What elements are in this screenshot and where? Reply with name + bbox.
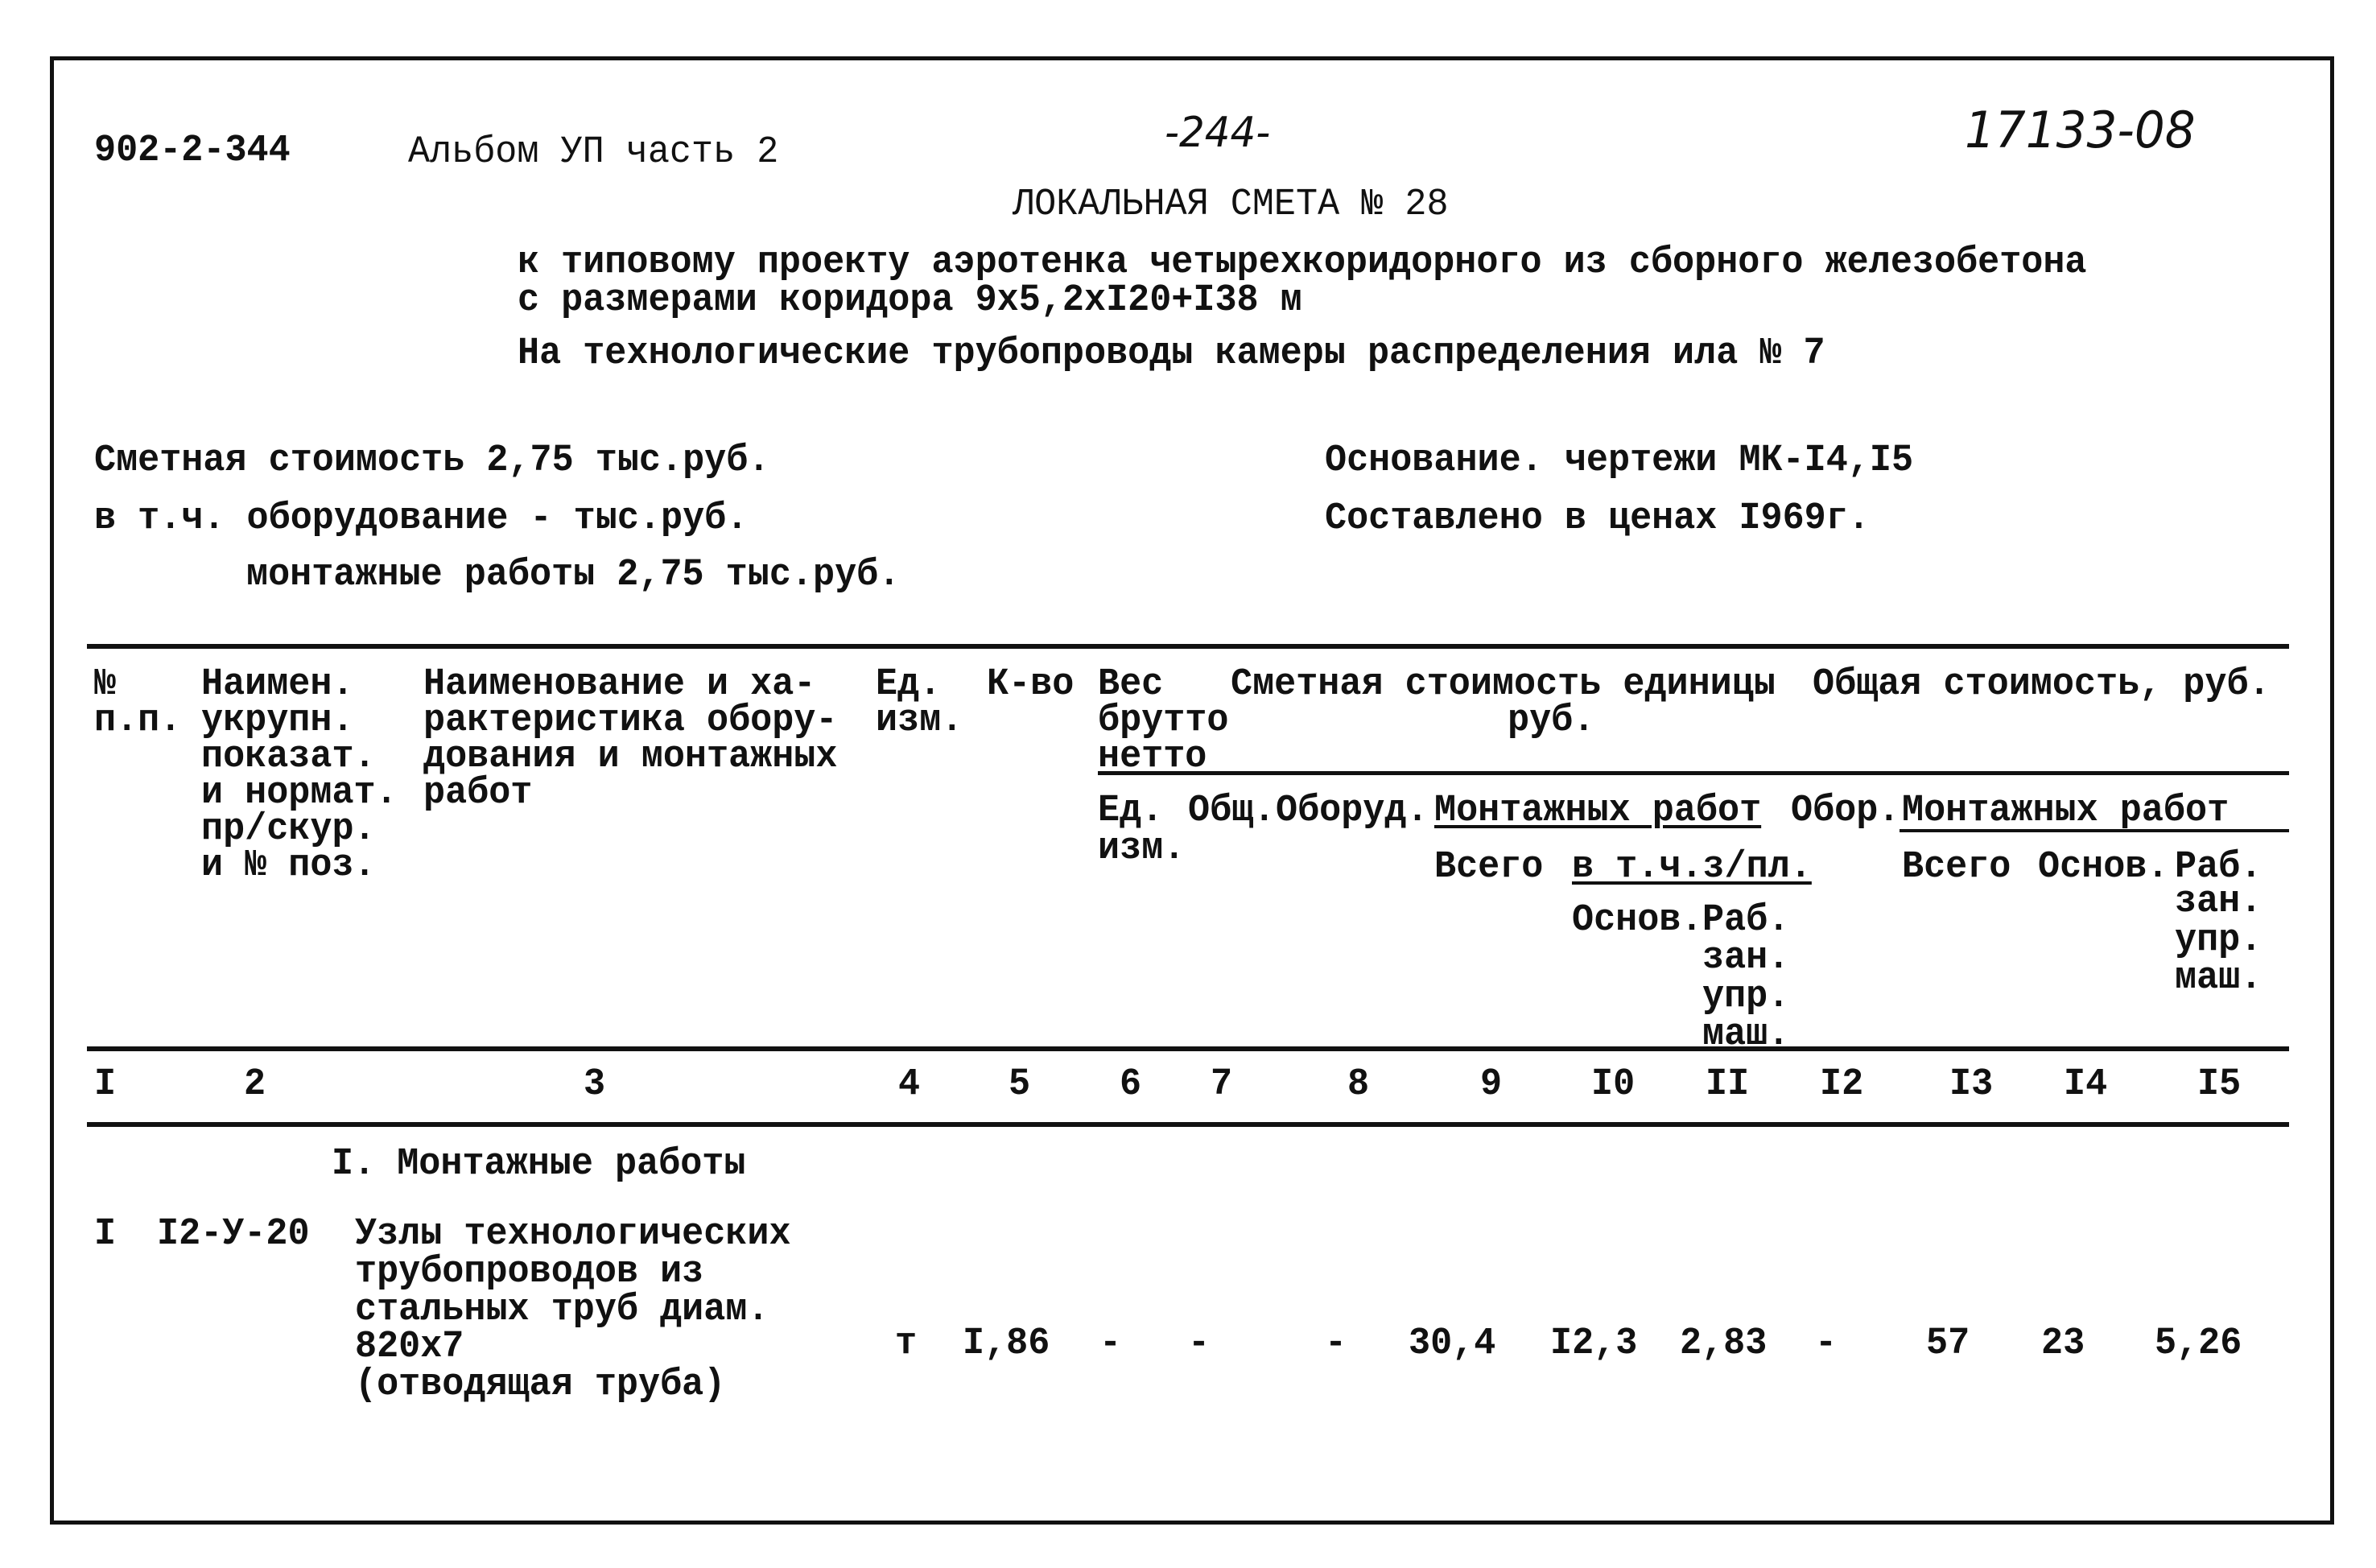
column-number: I3: [1949, 1063, 1994, 1106]
row-description: 820х7: [355, 1326, 464, 1368]
doc-code: 902-2-344: [94, 130, 291, 172]
row-description: Узлы технологических: [355, 1213, 791, 1256]
header-text: зан.: [1702, 937, 1790, 980]
header-text: К-во: [987, 663, 1075, 706]
header-text: нетто: [1098, 736, 1207, 778]
page-title: ЛОКАЛЬНАЯ СМЕТА № 28: [1013, 184, 1449, 226]
price-level: Составлено в ценах I969г.: [1325, 497, 1870, 540]
row-cell-10: I2,3: [1550, 1322, 1638, 1365]
header-text: упр.: [1702, 976, 1790, 1018]
row-number: I: [94, 1213, 117, 1256]
row-cell-13: 57: [1926, 1322, 1970, 1365]
column-number: 4: [898, 1063, 921, 1106]
row-cell-12: -: [1815, 1322, 1838, 1365]
row-quantity: I,86: [963, 1322, 1050, 1365]
column-number: I2: [1820, 1063, 1864, 1106]
row-cell-11: 2,83: [1680, 1322, 1768, 1365]
header-text: пр/скур.: [201, 808, 376, 851]
column-number: 8: [1347, 1063, 1370, 1106]
row-description: трубопроводов из: [355, 1251, 704, 1294]
basis: Основание. чертежи МК-I4,I5: [1325, 439, 1914, 482]
header-text: Основ.: [2038, 846, 2169, 889]
header-subrule-2: [1900, 829, 2289, 832]
section-title: I. Монтажные работы: [332, 1143, 746, 1186]
equipment-cost: в т.ч. оборудование - тыс.руб.: [94, 497, 749, 540]
header-text: Монтажных работ: [1902, 790, 2230, 832]
header-text: п.п.: [94, 699, 182, 742]
column-number: 3: [584, 1063, 606, 1106]
table-top-rule: [87, 644, 2289, 649]
numbers-bottom-rule: [87, 1122, 2289, 1127]
header-text: Монтажных работ: [1434, 790, 1762, 832]
header-text: Всего: [1902, 846, 2011, 889]
column-number: 6: [1120, 1063, 1142, 1106]
header-text: Раб.: [2175, 846, 2263, 889]
column-number: 2: [244, 1063, 266, 1106]
row-cell-9: 30,4: [1409, 1322, 1496, 1365]
column-number: II: [1706, 1063, 1750, 1106]
column-number: I4: [2064, 1063, 2108, 1106]
album-label: Альбом УП часть 2: [408, 131, 779, 174]
page-frame: [50, 56, 2334, 1525]
header-text: руб.: [1508, 699, 1595, 742]
row-cell-7: -: [1188, 1322, 1211, 1365]
header-text: Вес: [1098, 663, 1164, 706]
header-text: зан.: [2175, 881, 2263, 923]
header-text: Ед.: [876, 663, 942, 706]
header-text: рактеристика обору-: [423, 699, 838, 742]
header-text: Сметная стоимость единицы: [1231, 663, 1776, 706]
header-text: Общая стоимость, руб.: [1813, 663, 2271, 706]
subtitle-line-2: с размерами коридора 9х5,2хI20+I38 м: [518, 279, 1302, 322]
estimated-cost: Сметная стоимость 2,75 тыс.руб.: [94, 439, 770, 482]
header-text: Наимен.: [201, 663, 354, 706]
header-text: Ед.: [1098, 790, 1164, 832]
subtitle-line-3: На технологические трубопроводы камеры р…: [518, 332, 1825, 375]
installation-cost: монтажные работы 2,75 тыс.руб.: [246, 554, 901, 596]
header-text: дования и монтажных: [423, 736, 838, 778]
column-number: I: [94, 1063, 117, 1106]
header-text: Всего: [1434, 846, 1544, 889]
row-description: (отводящая труба): [355, 1364, 726, 1406]
header-subrule: [1098, 771, 2289, 775]
header-text: показат.: [201, 736, 376, 778]
page-number: -244-: [1165, 109, 1271, 157]
header-text: Раб.: [1702, 899, 1790, 942]
column-number: 7: [1211, 1063, 1233, 1106]
row-unit: т: [895, 1322, 918, 1365]
header-text: работ: [423, 772, 533, 815]
row-cell-15: 5,26: [2155, 1322, 2242, 1365]
header-text: маш.: [2175, 957, 2263, 1000]
header-text: маш.: [1702, 1013, 1790, 1056]
header-text: Наименование и ха-: [423, 663, 816, 706]
subtitle-line-1: к типовому проекту аэротенка четырехкори…: [518, 241, 2087, 284]
header-text: Основ.: [1572, 899, 1703, 942]
column-number: I5: [2197, 1063, 2242, 1106]
header-text: и нормат.: [201, 772, 398, 815]
header-bottom-rule: [87, 1046, 2289, 1051]
row-cell-14: 23: [2041, 1322, 2085, 1365]
header-text: Обор.: [1791, 790, 1900, 832]
header-text: №: [94, 663, 117, 706]
sheet-code: 17133-08: [1965, 101, 2196, 159]
header-text: укрупн.: [201, 699, 354, 742]
column-number: I0: [1591, 1063, 1636, 1106]
header-text: упр.: [2175, 919, 2263, 962]
header-text: Общ.: [1188, 790, 1276, 832]
row-cell-6: -: [1099, 1322, 1122, 1365]
row-code: I2-У-20: [157, 1213, 310, 1256]
header-text: и № поз.: [201, 844, 376, 887]
header-text: Оборуд.: [1276, 790, 1429, 832]
row-description: стальных труб диам.: [355, 1289, 769, 1331]
column-number: 9: [1480, 1063, 1503, 1106]
column-number: 5: [1009, 1063, 1031, 1106]
header-text: изм.: [1098, 827, 1186, 870]
row-cell-8: -: [1325, 1322, 1347, 1365]
header-text: в т.ч.з/пл.: [1572, 846, 1812, 889]
header-text: брутто: [1098, 699, 1229, 742]
header-text: изм.: [876, 699, 963, 742]
